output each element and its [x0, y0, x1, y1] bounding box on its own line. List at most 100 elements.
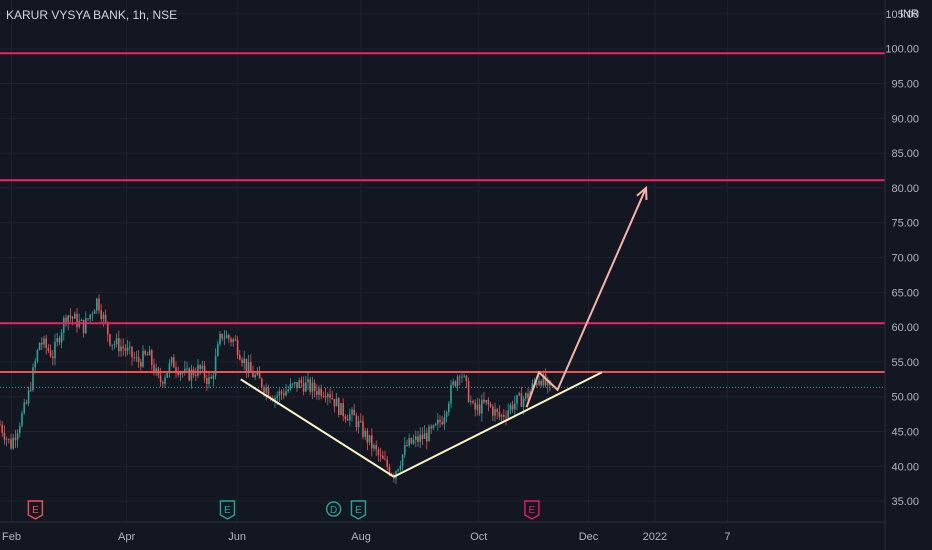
candle-body: [489, 404, 492, 407]
candle-body: [76, 313, 78, 327]
pattern-right-leg[interactable]: [393, 371, 603, 478]
time-axis[interactable]: Feb Apr Jun Aug Oct Dec 2022 7: [0, 521, 885, 543]
candle-body: [212, 375, 215, 379]
candle-body: [439, 419, 441, 422]
candle-body: [538, 380, 540, 385]
candle-body: [210, 377, 212, 379]
candle-body: [500, 414, 503, 417]
candle-body: [100, 310, 102, 319]
candle-body: [12, 437, 14, 449]
dividend-marker-circle: [325, 501, 342, 517]
candle-body: [423, 433, 426, 440]
y-tick-label: 75.00: [891, 218, 919, 230]
candle-body: [316, 391, 318, 395]
candle-body: [140, 361, 142, 367]
x-tick-label: Apr: [118, 531, 135, 543]
candle-body: [148, 350, 151, 356]
candle-body: [179, 372, 182, 376]
arrow-head: [636, 185, 648, 200]
candle-body: [333, 398, 336, 407]
earnings-marker[interactable]: E: [524, 500, 540, 520]
candle-body: [349, 414, 351, 421]
candle-body: [386, 459, 388, 467]
candle-body: [313, 382, 316, 392]
candle-body: [120, 346, 122, 352]
candle-body: [340, 403, 342, 415]
candle-body: [267, 387, 270, 397]
candle-body: [247, 362, 250, 372]
candle-body: [474, 402, 476, 410]
candle-body: [63, 317, 65, 333]
candle-body: [309, 379, 311, 392]
candle-body: [454, 381, 457, 386]
candle-body: [243, 358, 245, 364]
earnings-marker[interactable]: E: [350, 500, 367, 520]
candle-body: [463, 375, 465, 377]
candle-body: [294, 382, 296, 384]
candle-body: [133, 357, 135, 359]
candle-body: [382, 455, 384, 459]
candle-body: [199, 365, 201, 369]
candle-body: [437, 419, 439, 424]
x-tick-label: Jun: [228, 531, 246, 543]
candle-body: [16, 432, 19, 440]
candle-body: [298, 380, 300, 389]
candle-body: [91, 313, 94, 315]
candle-body: [487, 400, 490, 405]
candle-body: [131, 346, 133, 358]
candle-body: [87, 318, 89, 320]
chart-grid: [0, 0, 885, 522]
y-tick-label: 100.00: [885, 44, 919, 56]
candle-body: [344, 416, 347, 419]
candle-body: [399, 465, 402, 470]
candle-body: [177, 371, 179, 376]
event-marker-label: E: [529, 505, 536, 516]
candle-body: [214, 356, 217, 376]
candle-body: [230, 338, 232, 343]
candle-body: [58, 338, 61, 343]
projection-path[interactable]: [525, 187, 647, 408]
candle-body: [432, 425, 435, 429]
candle-body: [360, 420, 362, 422]
candle-body: [401, 454, 404, 466]
candle-body: [522, 398, 525, 407]
symbol-title: KARUR VYSYA BANK, 1h, NSE: [6, 8, 178, 22]
candle-body: [514, 403, 516, 410]
candle-body: [137, 357, 140, 362]
candle-body: [410, 438, 413, 444]
price-axis-bg: [885, 0, 932, 550]
candle-body: [527, 393, 529, 398]
candle-body: [10, 439, 12, 449]
candle-body: [232, 339, 234, 343]
candle-body: [291, 383, 294, 385]
candle-body: [34, 361, 36, 368]
candle-body: [36, 350, 39, 362]
y-tick-label: 50.00: [891, 392, 919, 404]
candle-body: [144, 350, 146, 355]
earnings-marker[interactable]: E: [219, 500, 236, 520]
candle-body: [518, 393, 520, 396]
earnings-marker[interactable]: E: [27, 500, 44, 520]
candle-body: [208, 377, 210, 384]
price-axis[interactable]: 35.00 40.00 45.00 50.00 55.00 60.00 65.00 70.00…: [884, 0, 932, 550]
currency-label: INR: [900, 8, 919, 20]
candle-body: [261, 378, 263, 388]
candle-body: [397, 469, 399, 472]
candle-body: [331, 397, 333, 399]
candle-body: [496, 409, 498, 412]
candle-body: [21, 412, 23, 427]
dividend-marker[interactable]: D: [325, 501, 342, 517]
candle-body: [327, 394, 329, 398]
candle-body: [225, 335, 228, 339]
candle-body: [188, 368, 190, 381]
candle-body: [434, 423, 437, 426]
candle-body: [25, 402, 28, 404]
candle-body: [274, 397, 276, 402]
pattern-left-leg[interactable]: [240, 378, 395, 478]
earnings-marker-shape: [524, 500, 540, 520]
candle-body: [43, 338, 45, 345]
candle-body: [505, 416, 507, 418]
